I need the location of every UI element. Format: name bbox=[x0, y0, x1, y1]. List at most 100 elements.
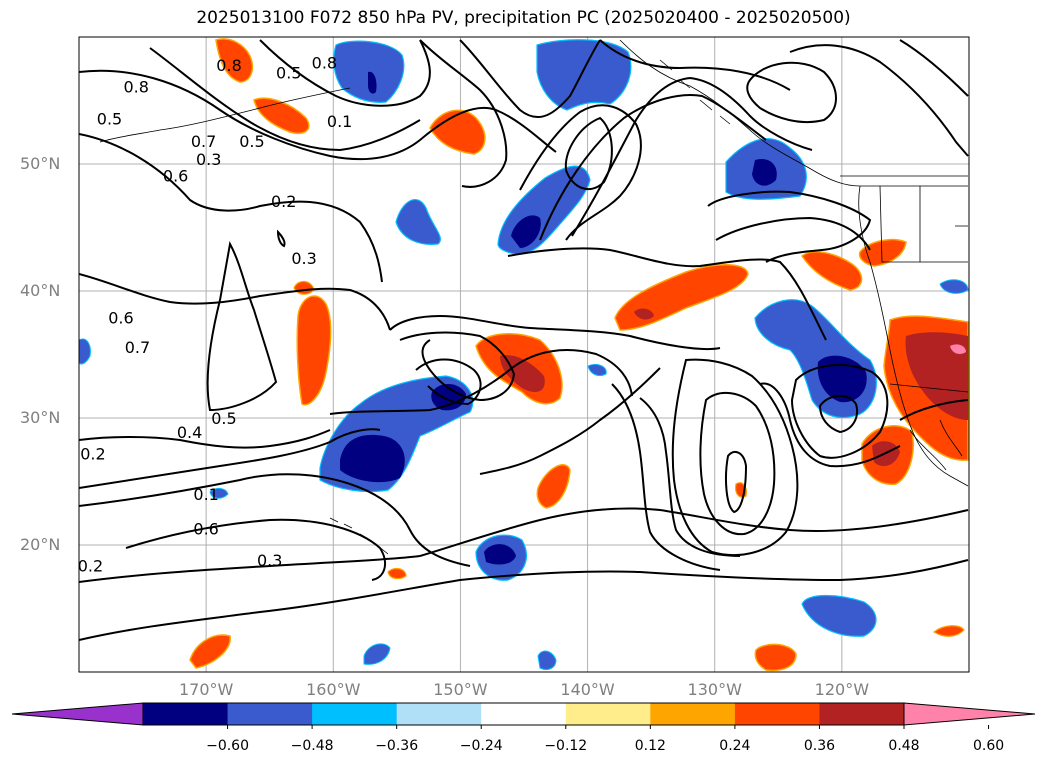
pv-contour bbox=[415, 358, 482, 406]
border-states bbox=[879, 185, 968, 263]
pv-contour bbox=[79, 69, 557, 161]
colorbar-tick-label: 0.60 bbox=[972, 738, 1005, 754]
coastline-baja bbox=[909, 419, 963, 471]
pv-contour-label: 0.7 bbox=[191, 132, 216, 151]
precip-region-pos bbox=[253, 97, 310, 134]
pv-contour bbox=[746, 61, 837, 124]
pv-contour-label: 0.3 bbox=[196, 150, 221, 169]
pv-contour-label: 0.6 bbox=[163, 166, 188, 185]
pv-contour-labels: 0.80.50.7 0.50.60.30.8 0.50.80.10.20.30.60… bbox=[78, 53, 353, 575]
lon-tick-label: 130°W bbox=[687, 680, 742, 699]
pv-contour bbox=[671, 358, 799, 556]
colorbar-segment bbox=[734, 703, 820, 725]
pv-contour bbox=[899, 399, 969, 421]
colorbar-segment bbox=[481, 703, 567, 725]
colorbar-tick-label: 0.48 bbox=[888, 738, 920, 754]
lat-tick-label: 30°N bbox=[20, 408, 61, 427]
precip-region-neg bbox=[801, 594, 877, 637]
precip-region-pos-core bbox=[905, 332, 968, 420]
pv-contour-label: 0.5 bbox=[211, 409, 236, 428]
pv-contour bbox=[571, 76, 813, 237]
pv-contour bbox=[479, 367, 661, 475]
lon-tick-label: 160°W bbox=[306, 680, 361, 699]
lon-tick-label: 150°W bbox=[433, 680, 488, 699]
precip-region-neg bbox=[333, 40, 405, 103]
colorbar-tick-label: 0.36 bbox=[803, 738, 836, 754]
coastline-north-america bbox=[619, 39, 968, 187]
precip-region-pos bbox=[215, 38, 254, 83]
pv-contour bbox=[699, 391, 776, 536]
pv-contour bbox=[611, 383, 721, 571]
pv-contour bbox=[419, 507, 969, 557]
precip-region-neg-core bbox=[368, 71, 377, 94]
pv-contour-label: 0.6 bbox=[193, 519, 218, 538]
pv-contour bbox=[419, 39, 508, 188]
colorbar-segment bbox=[819, 703, 905, 725]
precip-region-pos bbox=[387, 567, 407, 580]
pv-contour bbox=[125, 518, 387, 581]
pv-contour bbox=[276, 229, 286, 248]
pv-contour bbox=[399, 331, 516, 402]
pv-contour-label: 0.1 bbox=[193, 485, 218, 504]
pv-contour-label: 0.5 bbox=[239, 132, 264, 151]
colorbar-extend-min bbox=[11, 702, 144, 726]
colorbar-tick-label: −0.48 bbox=[290, 738, 334, 754]
pv-contour-label: 0.2 bbox=[78, 556, 103, 575]
precip-region-pos bbox=[189, 634, 231, 669]
pv-contour-label: 0.8 bbox=[123, 78, 148, 97]
precip-region-pos-core bbox=[500, 355, 545, 392]
pv-contour bbox=[707, 190, 872, 263]
colorbar-tick-label: 0.12 bbox=[634, 738, 666, 754]
precip-region-neg bbox=[536, 39, 632, 111]
precip-negative-regions bbox=[79, 39, 969, 671]
pv-contour-label: 0.2 bbox=[80, 445, 105, 464]
pv-contour-label: 0.3 bbox=[257, 551, 282, 570]
lat-tick-label: 50°N bbox=[20, 154, 61, 173]
coastlines bbox=[99, 39, 969, 555]
pv-contour bbox=[519, 104, 642, 241]
pv-contour bbox=[639, 397, 741, 557]
pv-contour-label: 0.3 bbox=[291, 249, 316, 268]
pv-contour-label: 0.8 bbox=[312, 53, 337, 72]
lat-tick-label: 40°N bbox=[20, 281, 61, 300]
coastline-us-west bbox=[858, 185, 969, 487]
colorbar-extend-max bbox=[903, 702, 1036, 726]
pv-contour bbox=[459, 39, 601, 119]
precip-region-pos bbox=[932, 625, 965, 637]
pv-contour bbox=[789, 44, 969, 157]
pv-contour bbox=[759, 382, 901, 468]
precip-region-neg-core bbox=[484, 544, 516, 565]
colorbar-segment bbox=[565, 703, 651, 725]
pv-contour-label: 0.5 bbox=[97, 109, 122, 128]
pv-contour bbox=[389, 314, 721, 351]
lon-tick-label: 170°W bbox=[178, 680, 234, 699]
pv-contour-label: 0.7 bbox=[125, 338, 150, 357]
colorbar-tick-label: −0.60 bbox=[206, 738, 249, 754]
pv-contour-label: 0.1 bbox=[327, 112, 352, 131]
precip-region-pos bbox=[800, 251, 863, 291]
pv-contour bbox=[818, 395, 858, 434]
pv-contour-label: 0.5 bbox=[276, 64, 301, 83]
precip-region-neg-core bbox=[340, 434, 405, 483]
pv-contour bbox=[599, 39, 791, 91]
precip-region-neg bbox=[395, 199, 441, 245]
coastline-alaska-islands bbox=[659, 59, 731, 125]
colorbar-tick-label: −0.36 bbox=[375, 738, 419, 754]
precip-region-neg-core bbox=[511, 215, 541, 248]
pv-contour bbox=[259, 39, 431, 107]
precipitation-shading bbox=[79, 38, 969, 672]
precip-region-neg bbox=[939, 279, 969, 294]
lat-tick-label: 20°N bbox=[20, 535, 61, 554]
pv-contour bbox=[149, 47, 421, 152]
precip-region-pos bbox=[296, 295, 332, 406]
map-title: 2025013100 F072 850 hPa PV, precipitatio… bbox=[196, 8, 851, 28]
colorbar-outline bbox=[142, 702, 905, 726]
pv-contour bbox=[725, 450, 748, 514]
precip-positive-regions bbox=[189, 38, 969, 672]
colorbar-segment bbox=[396, 703, 482, 725]
pv-contour bbox=[79, 555, 421, 583]
pv-contour bbox=[79, 473, 471, 567]
colorbar-segment bbox=[227, 703, 313, 725]
precip-region-neg bbox=[537, 650, 557, 671]
precip-region-pos bbox=[858, 238, 907, 267]
